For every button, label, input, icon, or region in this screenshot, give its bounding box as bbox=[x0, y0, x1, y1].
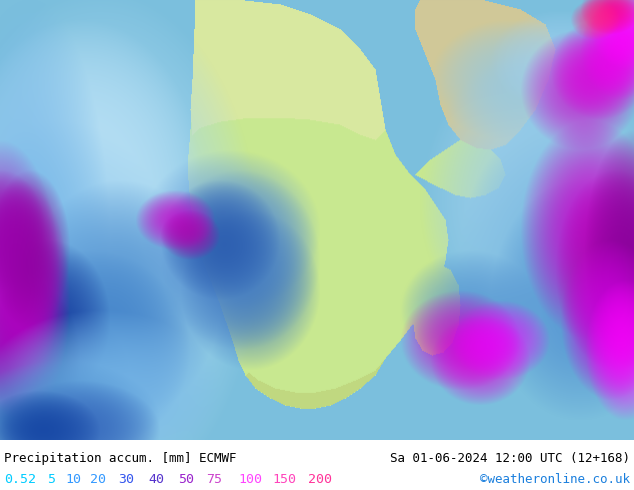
Text: 100: 100 bbox=[238, 473, 262, 486]
Text: 5: 5 bbox=[47, 473, 55, 486]
Text: 50: 50 bbox=[178, 473, 194, 486]
Text: Precipitation accum. [mm] ECMWF: Precipitation accum. [mm] ECMWF bbox=[4, 452, 236, 465]
Text: 10: 10 bbox=[65, 473, 81, 486]
Text: 200: 200 bbox=[308, 473, 332, 486]
Text: 20: 20 bbox=[90, 473, 106, 486]
Text: Sa 01-06-2024 12:00 UTC (12+168): Sa 01-06-2024 12:00 UTC (12+168) bbox=[390, 452, 630, 465]
Text: 0.5: 0.5 bbox=[4, 473, 28, 486]
Text: 40: 40 bbox=[148, 473, 164, 486]
Text: 150: 150 bbox=[272, 473, 296, 486]
Text: 30: 30 bbox=[118, 473, 134, 486]
Text: ©weatheronline.co.uk: ©weatheronline.co.uk bbox=[480, 473, 630, 486]
Text: 75: 75 bbox=[206, 473, 222, 486]
Text: 2: 2 bbox=[28, 473, 36, 486]
